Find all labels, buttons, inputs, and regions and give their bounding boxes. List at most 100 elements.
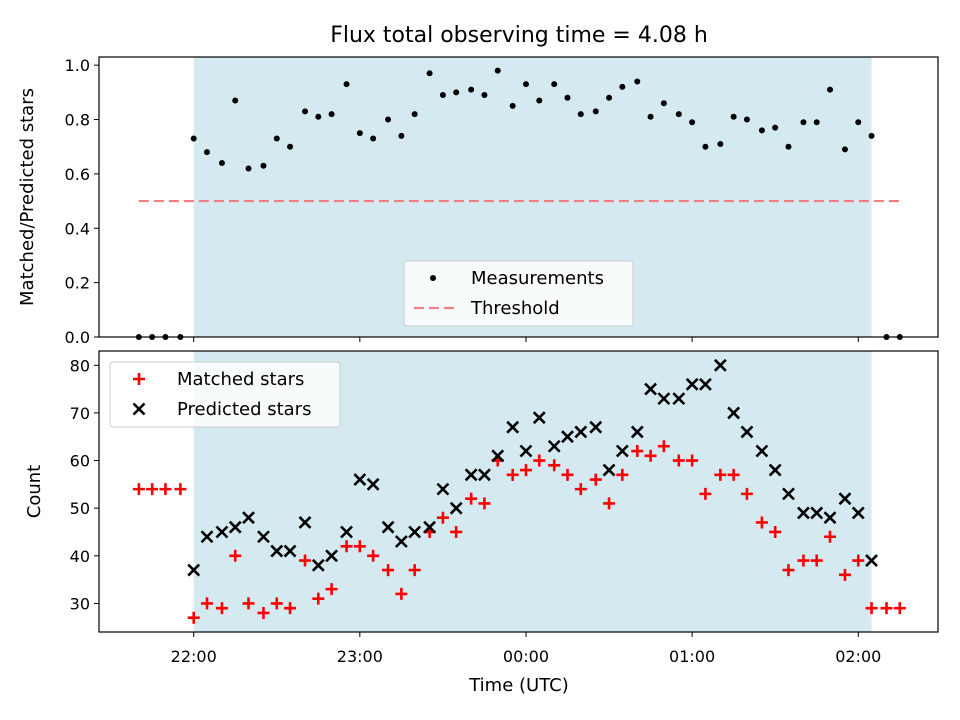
data-point (758, 127, 765, 134)
x-tick-label: 00:00 (503, 647, 549, 666)
data-point (283, 544, 297, 558)
data-point (838, 492, 852, 506)
x-tick-label: 23:00 (337, 647, 383, 666)
data-point (190, 135, 197, 142)
data-point (769, 525, 782, 538)
data-point (270, 544, 284, 558)
data-point (284, 602, 297, 615)
y-tick-label: 0.4 (65, 219, 90, 238)
data-point (311, 558, 325, 572)
series-measurements (135, 67, 903, 340)
data-point (714, 468, 727, 481)
data-point (218, 160, 225, 167)
data-point (356, 130, 363, 137)
data-point (465, 492, 478, 505)
data-point (810, 506, 824, 520)
y-tick-label: 0.8 (65, 111, 90, 130)
data-point (838, 568, 851, 581)
data-point (561, 468, 574, 481)
y-tick-label: 50 (70, 499, 90, 518)
data-point (174, 483, 187, 496)
data-point (865, 602, 878, 615)
data-point (353, 540, 366, 553)
data-point (603, 497, 616, 510)
data-point (366, 477, 380, 491)
data-point (506, 420, 520, 434)
data-point (343, 81, 350, 88)
data-point (519, 444, 533, 458)
legend-label: Threshold (470, 298, 560, 319)
legend-label: Measurements (471, 268, 604, 289)
y-tick-label: 1.0 (65, 56, 90, 75)
data-point (426, 70, 433, 77)
data-point (574, 425, 588, 439)
data-point (547, 439, 561, 453)
data-point (647, 113, 654, 120)
data-point (273, 135, 280, 142)
data-point (768, 463, 782, 477)
data-point (436, 511, 449, 524)
panel-2: 30 40 50 60 70 80 22:00 23:00 00:00 01:00 02:00 Cou… (24, 350, 939, 666)
data-point (782, 564, 795, 577)
data-point (657, 440, 670, 453)
data-point (522, 81, 529, 88)
data-point (660, 100, 667, 107)
data-point (381, 520, 395, 534)
data-point (551, 81, 558, 88)
legend-box (109, 361, 341, 428)
data-point (245, 165, 252, 172)
data-point (159, 483, 172, 496)
data-point (810, 554, 823, 567)
data-point (851, 506, 865, 520)
y-tick-label: 30 (70, 594, 90, 613)
data-point (436, 482, 450, 496)
data-point (260, 162, 267, 169)
data-point (450, 525, 463, 538)
data-point (536, 97, 543, 104)
data-point (644, 382, 657, 396)
data-point (616, 468, 629, 481)
data-point (548, 459, 561, 472)
data-point (797, 554, 810, 567)
series-predicted-stars (187, 358, 878, 577)
legend: Matched stars Predicted stars (109, 361, 341, 428)
data-point (619, 83, 626, 90)
data-point (740, 487, 753, 500)
data-point (634, 78, 641, 85)
data-point (727, 406, 741, 420)
data-point (589, 473, 602, 486)
data-point (229, 549, 242, 562)
data-point (382, 564, 395, 577)
data-point (602, 463, 616, 477)
data-point (491, 449, 505, 463)
data-point (325, 549, 339, 563)
data-point (257, 606, 270, 619)
data-point (257, 530, 270, 544)
data-point (394, 535, 408, 548)
data-point (564, 94, 571, 101)
x-tick-label: 02:00 (835, 647, 881, 666)
data-point (713, 358, 727, 372)
data-point (574, 483, 587, 496)
data-point (200, 530, 214, 544)
data-point (299, 554, 312, 567)
data-point (852, 554, 865, 567)
data-point (242, 511, 255, 525)
data-point (423, 520, 437, 534)
data-point (132, 483, 145, 496)
legend-box (403, 260, 634, 327)
data-point (606, 94, 613, 101)
data-point (893, 602, 906, 615)
data-point (782, 487, 795, 501)
data-point (468, 86, 475, 93)
data-point (287, 143, 294, 150)
data-point (630, 425, 644, 439)
data-point (232, 97, 239, 104)
x-tick-label: 22:00 (171, 647, 217, 666)
data-point (270, 597, 283, 610)
legend-swatch (430, 275, 436, 281)
data-point (353, 473, 367, 487)
panels-layer: 0.0 0.2 0.4 0.6 0.8 1.0 Matched/Predicted star… (17, 56, 939, 666)
data-point (340, 540, 353, 553)
y-tick-label: 80 (70, 356, 90, 375)
